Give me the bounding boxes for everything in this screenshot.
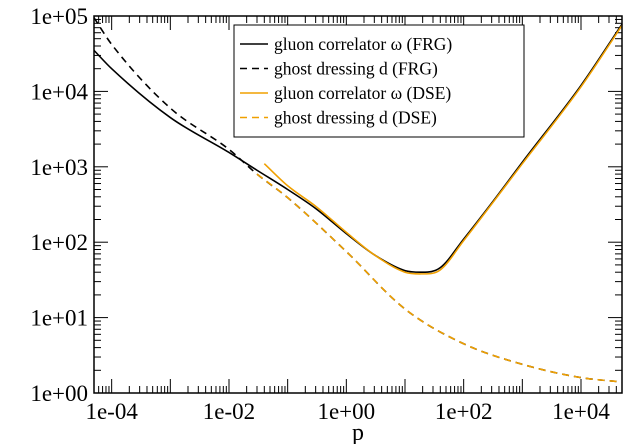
plot-frame bbox=[93, 15, 623, 394]
x-tick-label: 1e+02 bbox=[435, 399, 493, 424]
x-tick-label: 1e+04 bbox=[552, 399, 610, 424]
x-tick-label: 1e+00 bbox=[317, 399, 375, 424]
legend-label: gluon correlator ω (DSE) bbox=[274, 83, 451, 103]
y-tick-label: 1e+04 bbox=[30, 79, 88, 104]
x-tick-label: 1e-02 bbox=[203, 399, 255, 424]
legend-label: ghost dressing d (FRG) bbox=[274, 59, 438, 79]
x-tick-labels: 1e-04 1e-02 1e+00 1e+02 1e+04 bbox=[85, 399, 610, 424]
y-tick-label: 1e+02 bbox=[30, 230, 88, 255]
series-line-ghost-dressing-d-dse bbox=[256, 173, 623, 383]
x-tick-label: 1e-04 bbox=[85, 399, 138, 424]
y-tick-label: 1e+05 bbox=[30, 4, 88, 29]
legend-label: ghost dressing d (DSE) bbox=[274, 108, 437, 128]
y-tick-labels: 1e+00 1e+01 1e+02 1e+03 1e+04 1e+05 bbox=[30, 4, 88, 406]
y-tick-label: 1e+03 bbox=[30, 155, 88, 180]
legend: gluon correlator ω (FRG) ghost dressing d… bbox=[233, 24, 525, 138]
legend-box bbox=[233, 24, 525, 138]
legend-label: gluon correlator ω (FRG) bbox=[274, 34, 452, 54]
series-line-gluon-correlator-dse bbox=[263, 24, 623, 275]
y-tick-label: 1e+01 bbox=[30, 306, 88, 331]
y-tick-label: 1e+00 bbox=[30, 381, 88, 406]
series-lines bbox=[93, 17, 623, 383]
x-axis-title: p bbox=[352, 420, 364, 444]
